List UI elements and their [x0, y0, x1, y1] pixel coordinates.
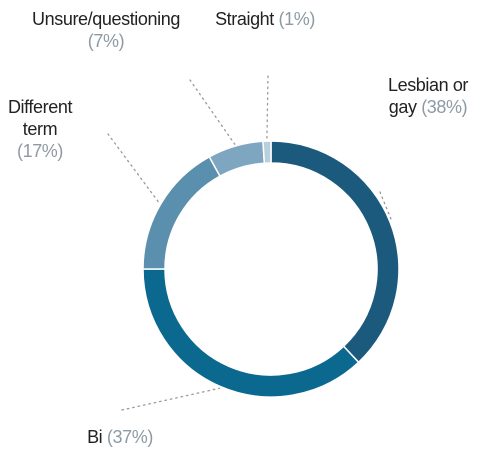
category-label: Bi — [87, 427, 103, 447]
category-label: Straight — [215, 9, 274, 29]
value-label: (38%) — [421, 97, 468, 117]
category-label: Lesbian or gay — [387, 75, 469, 117]
donut-segment — [142, 268, 360, 398]
leader-line — [107, 133, 160, 204]
segment-label: Bi (37%) — [60, 426, 180, 448]
leader-line — [266, 75, 269, 140]
leader-line — [379, 191, 393, 222]
value-label: (37%) — [106, 427, 153, 447]
value-label: (7%) — [87, 31, 125, 51]
segment-label: Different term (17%) — [2, 96, 78, 162]
donut-segment — [270, 140, 400, 364]
donut-segment — [142, 155, 221, 270]
value-label: (17%) — [16, 141, 63, 161]
category-label: Different term — [7, 97, 73, 139]
donut-segment — [262, 140, 272, 165]
segment-label: Lesbian or gay (38%) — [372, 74, 484, 118]
leader-line — [189, 79, 236, 145]
leader-line — [121, 387, 221, 411]
segment-label: Unsure/questioning (7%) — [30, 8, 182, 52]
donut-segment — [208, 140, 266, 178]
category-label: Unsure/questioning — [32, 9, 180, 29]
value-label: (1%) — [278, 9, 316, 29]
segment-label: Straight (1%) — [210, 8, 320, 30]
